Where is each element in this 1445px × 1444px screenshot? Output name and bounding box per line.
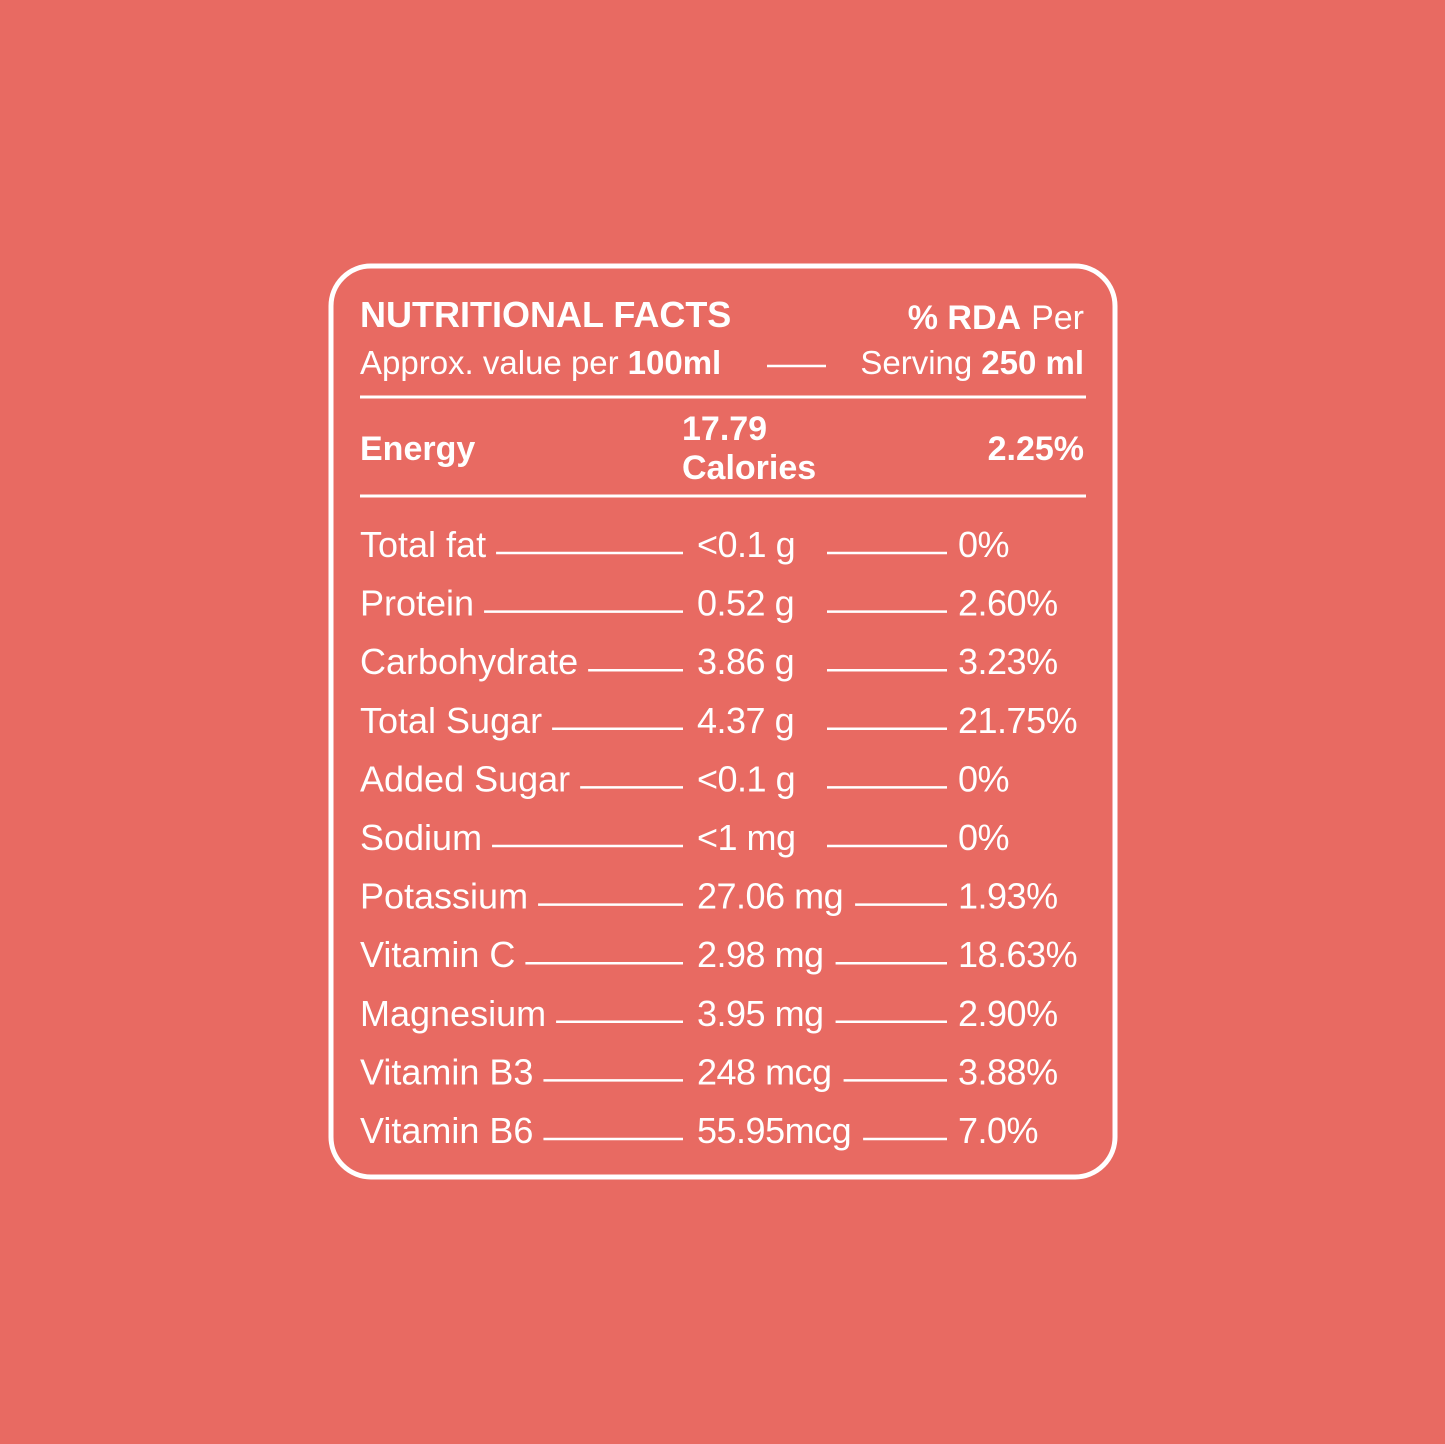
nutrient-name: Total Sugar bbox=[360, 700, 542, 741]
rda-label: % RDA bbox=[908, 299, 1021, 337]
nutrient-rda: 0% bbox=[958, 758, 1009, 799]
nutrient-name: Vitamin B6 bbox=[360, 1110, 533, 1151]
nutrient-amount: <0.1 g bbox=[697, 524, 795, 565]
nutrient-rda: 21.75% bbox=[958, 700, 1077, 741]
rda-suffix: Per bbox=[1031, 299, 1084, 337]
nutrient-rda: 2.90% bbox=[958, 993, 1058, 1034]
nutrient-rda: 7.0% bbox=[958, 1110, 1038, 1151]
nutrient-amount: 27.06 mg bbox=[697, 876, 843, 917]
nutrient-amount: 2.98 mg bbox=[697, 934, 824, 975]
nutrient-amount: <0.1 g bbox=[697, 758, 795, 799]
nutrient-rda: 3.88% bbox=[958, 1051, 1058, 1092]
nutrient-amount: 248 mcg bbox=[697, 1051, 832, 1092]
nutrient-rda: 0% bbox=[958, 524, 1009, 565]
title: NUTRITIONAL FACTS bbox=[360, 294, 731, 335]
nutrient-name: Total fat bbox=[360, 524, 486, 565]
serving-prefix: Serving bbox=[860, 344, 972, 381]
nutrient-name: Vitamin C bbox=[360, 934, 515, 975]
rda-heading: % RDA Per bbox=[908, 299, 1084, 337]
nutrient-name: Protein bbox=[360, 583, 474, 624]
nutrient-amount: 3.86 g bbox=[697, 641, 794, 682]
nutrient-rda: 0% bbox=[958, 817, 1009, 858]
energy-label: Energy bbox=[360, 430, 475, 468]
nutrient-amount: 0.52 g bbox=[697, 583, 794, 624]
nutrient-name: Magnesium bbox=[360, 993, 546, 1034]
nutrient-amount: <1 mg bbox=[697, 817, 796, 858]
serving-amount: 250 ml bbox=[981, 344, 1084, 381]
nutrient-name: Vitamin B3 bbox=[360, 1051, 533, 1092]
energy-unit: Calories bbox=[682, 449, 816, 487]
per-line: Approx. value per 100ml bbox=[360, 344, 721, 381]
energy-rda: 2.25% bbox=[988, 430, 1084, 468]
nutrient-name: Carbohydrate bbox=[360, 641, 578, 682]
nutrient-name: Added Sugar bbox=[360, 758, 570, 799]
nutrient-rda: 18.63% bbox=[958, 934, 1077, 975]
nutrient-rda: 1.93% bbox=[958, 876, 1058, 917]
nutrient-amount: 55.95mcg bbox=[697, 1110, 851, 1151]
nutrient-rows: Total fat <0.1 g 0% Protein 0.52 g 2.60% Carbo… bbox=[360, 524, 1078, 1151]
nutrient-rda: 3.23% bbox=[958, 641, 1058, 682]
label-frame bbox=[328, 263, 1118, 1180]
nutrient-name: Potassium bbox=[360, 876, 528, 917]
per-amount: 100ml bbox=[628, 344, 722, 381]
energy-amount: 17.79 bbox=[682, 410, 767, 448]
nutrient-name: Sodium bbox=[360, 817, 482, 858]
nutrient-amount: 3.95 mg bbox=[697, 993, 824, 1034]
per-prefix: Approx. value per bbox=[360, 344, 619, 381]
serving-line: Serving 250 ml bbox=[860, 344, 1084, 381]
nutrient-rda: 2.60% bbox=[958, 583, 1058, 624]
nutrient-amount: 4.37 g bbox=[697, 700, 794, 741]
